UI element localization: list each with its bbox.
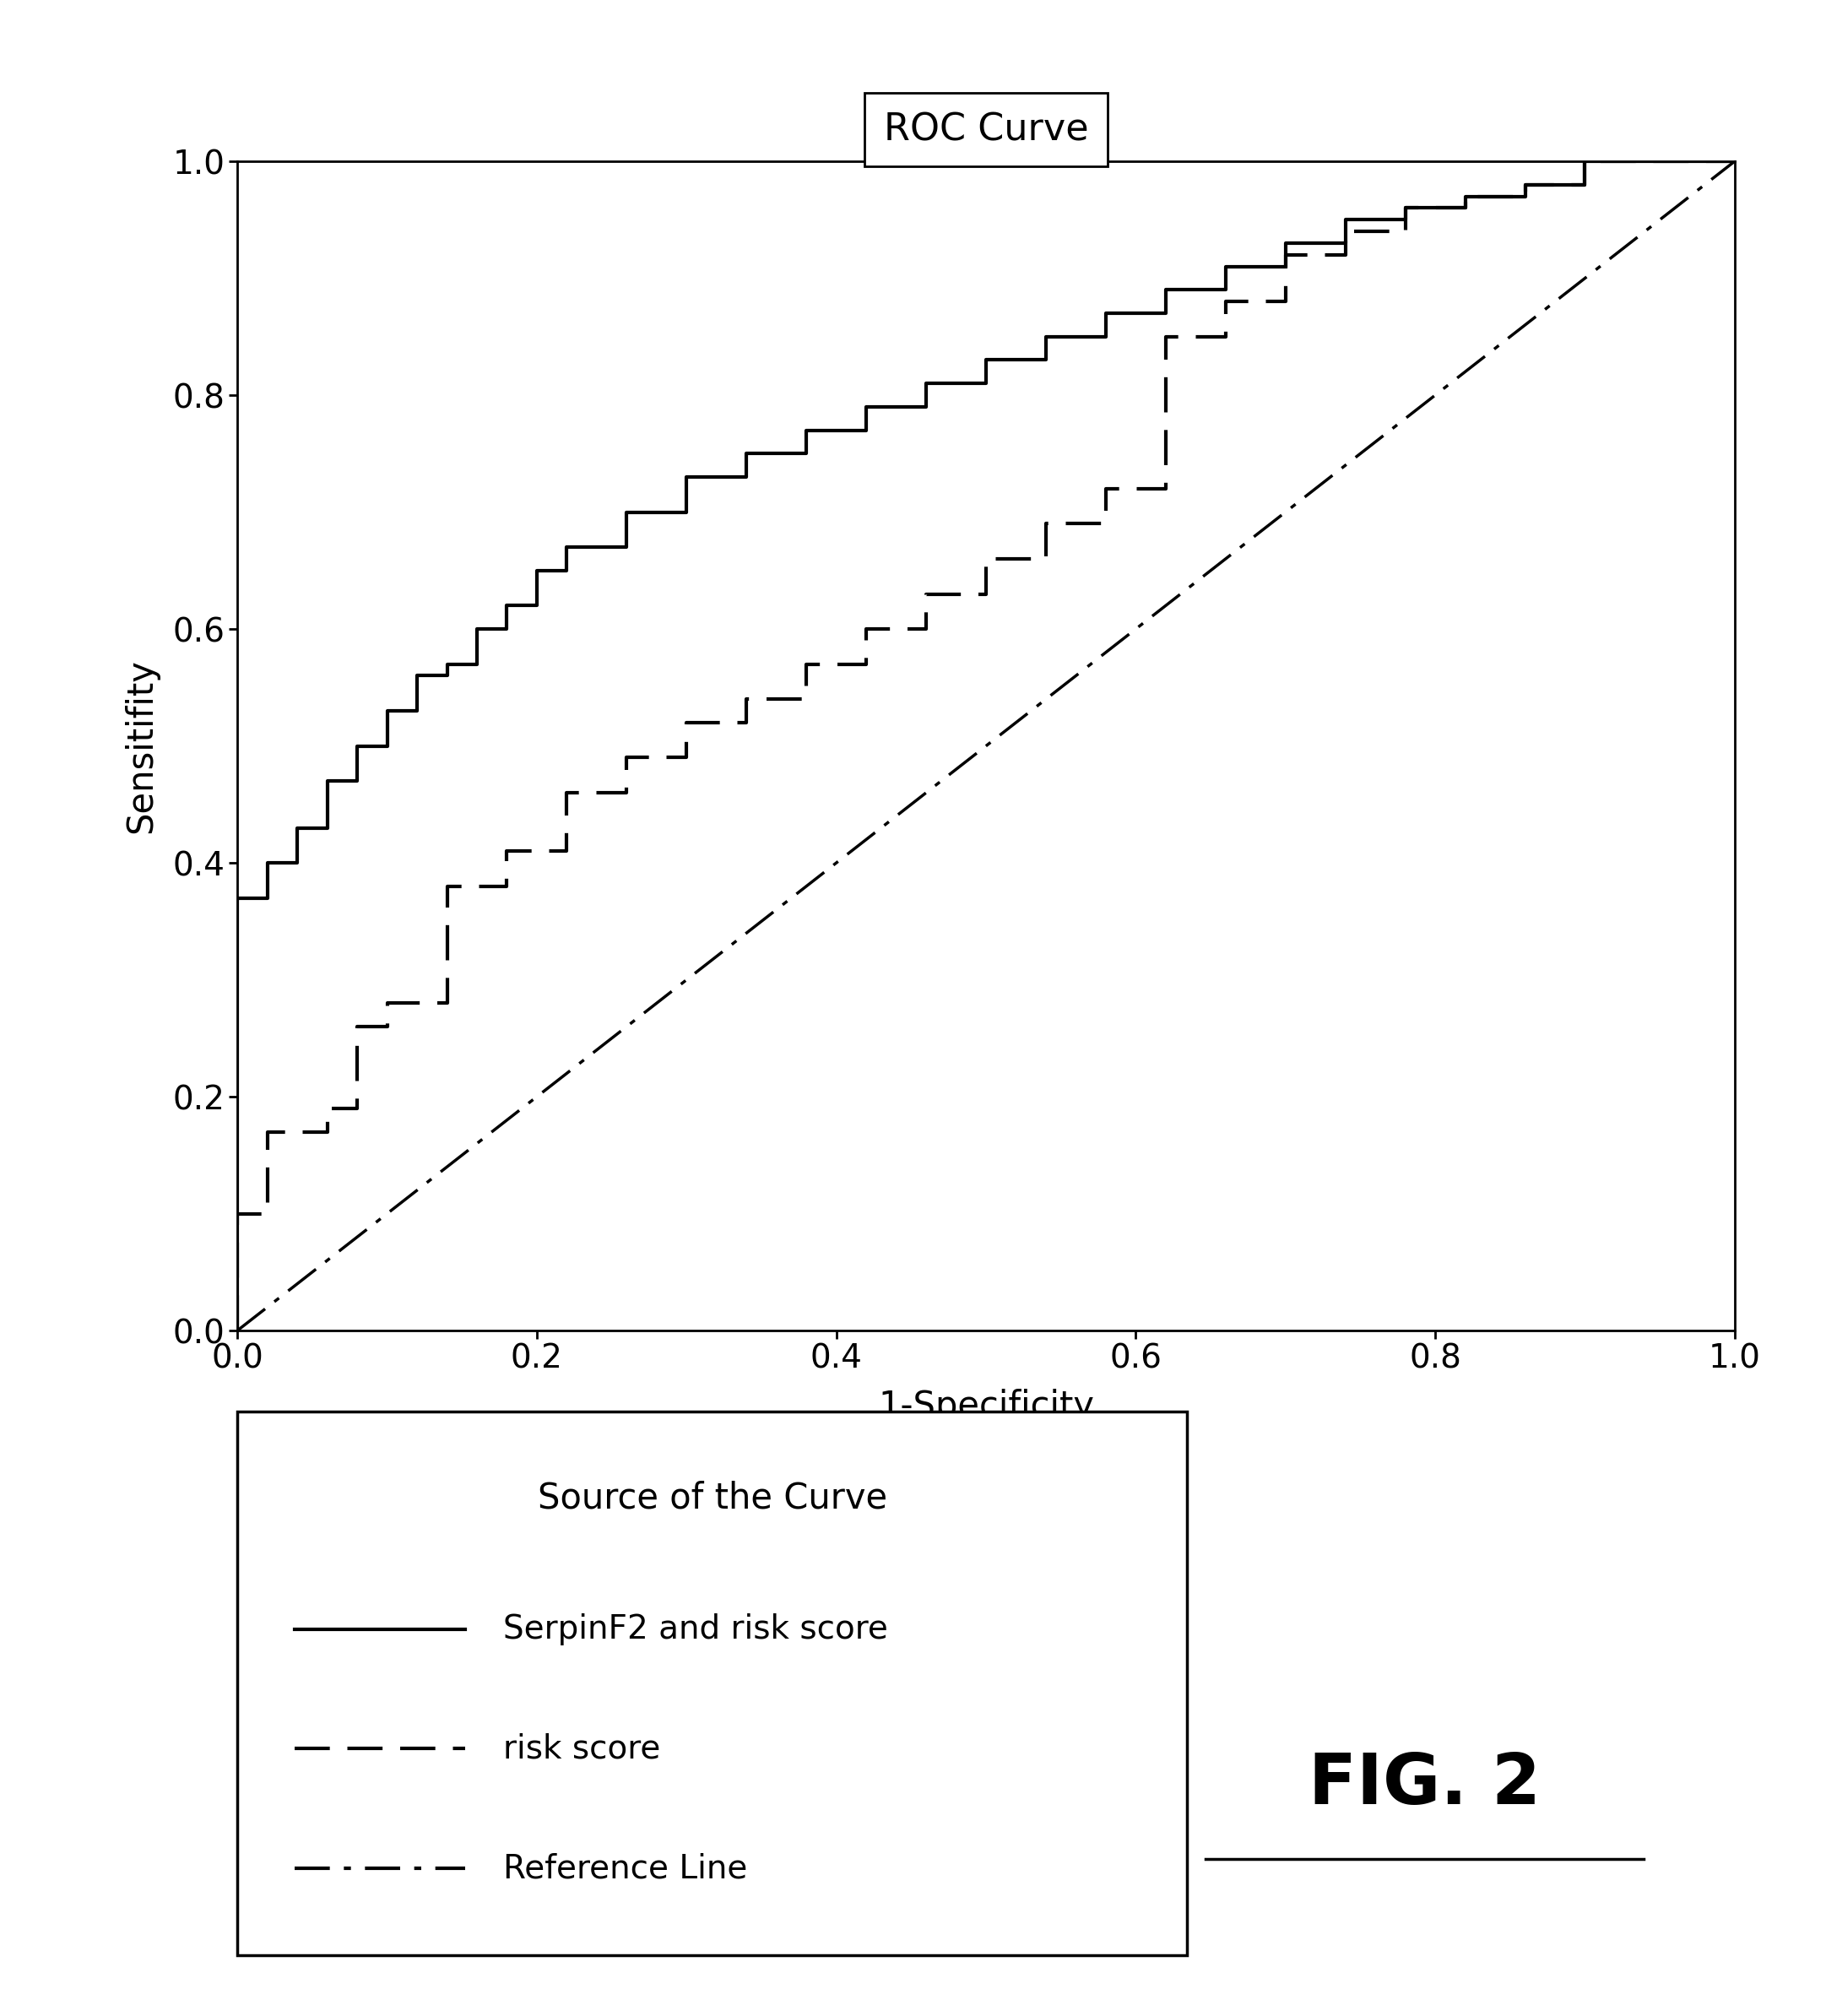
- Title: ROC Curve: ROC Curve: [884, 111, 1088, 147]
- Text: Reference Line: Reference Line: [504, 1853, 747, 1885]
- Text: Source of the Curve: Source of the Curve: [537, 1480, 887, 1516]
- FancyBboxPatch shape: [237, 1411, 1187, 1956]
- X-axis label: 1-Specificity: 1-Specificity: [878, 1389, 1094, 1425]
- Y-axis label: Sensitifity: Sensitifity: [122, 659, 159, 833]
- Text: SerpinF2 and risk score: SerpinF2 and risk score: [504, 1613, 887, 1645]
- Text: risk score: risk score: [504, 1732, 661, 1764]
- Text: FIG. 2: FIG. 2: [1307, 1750, 1541, 1818]
